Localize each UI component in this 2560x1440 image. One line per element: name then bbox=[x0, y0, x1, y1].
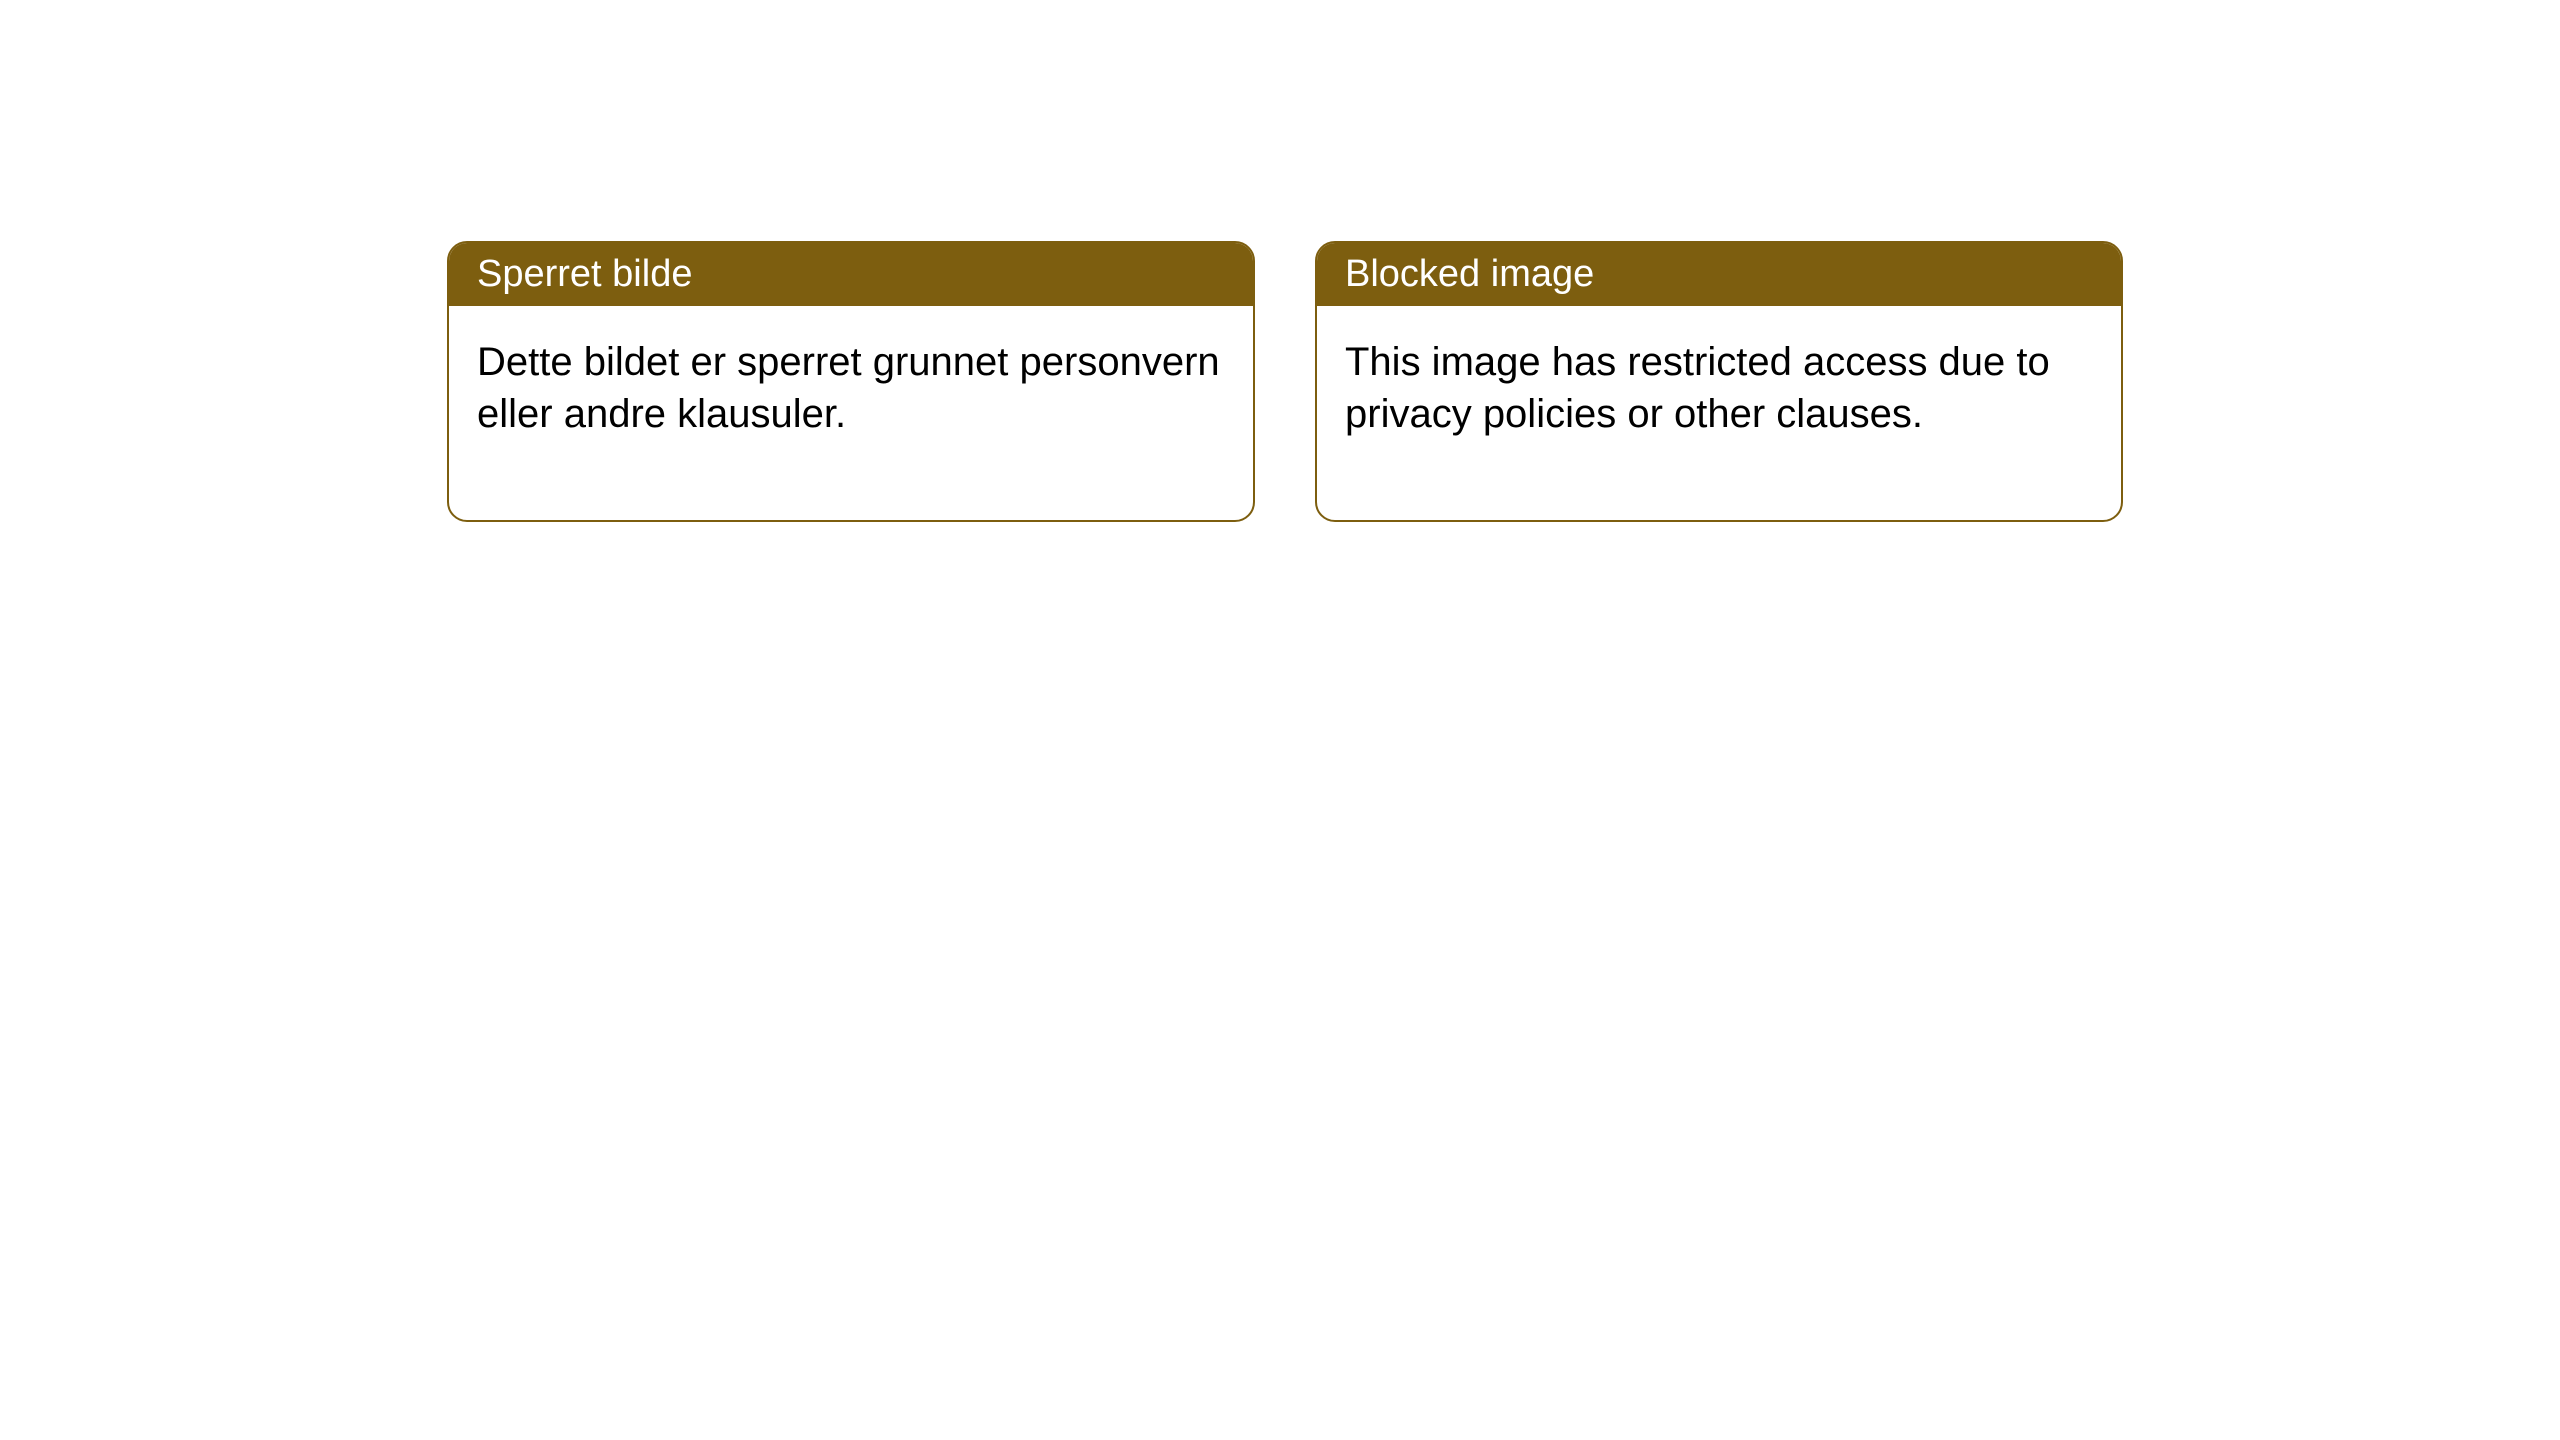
notice-body-text: This image has restricted access due to … bbox=[1345, 340, 2050, 436]
notice-title: Sperret bilde bbox=[477, 253, 692, 295]
notice-container: Sperret bilde Dette bildet er sperret gr… bbox=[0, 0, 2560, 522]
notice-card-norwegian: Sperret bilde Dette bildet er sperret gr… bbox=[447, 241, 1255, 522]
notice-body: This image has restricted access due to … bbox=[1317, 306, 2121, 520]
notice-title: Blocked image bbox=[1345, 253, 1594, 295]
notice-header: Blocked image bbox=[1317, 243, 2121, 306]
notice-body-text: Dette bildet er sperret grunnet personve… bbox=[477, 340, 1220, 436]
notice-card-english: Blocked image This image has restricted … bbox=[1315, 241, 2123, 522]
notice-header: Sperret bilde bbox=[449, 243, 1253, 306]
notice-body: Dette bildet er sperret grunnet personve… bbox=[449, 306, 1253, 520]
